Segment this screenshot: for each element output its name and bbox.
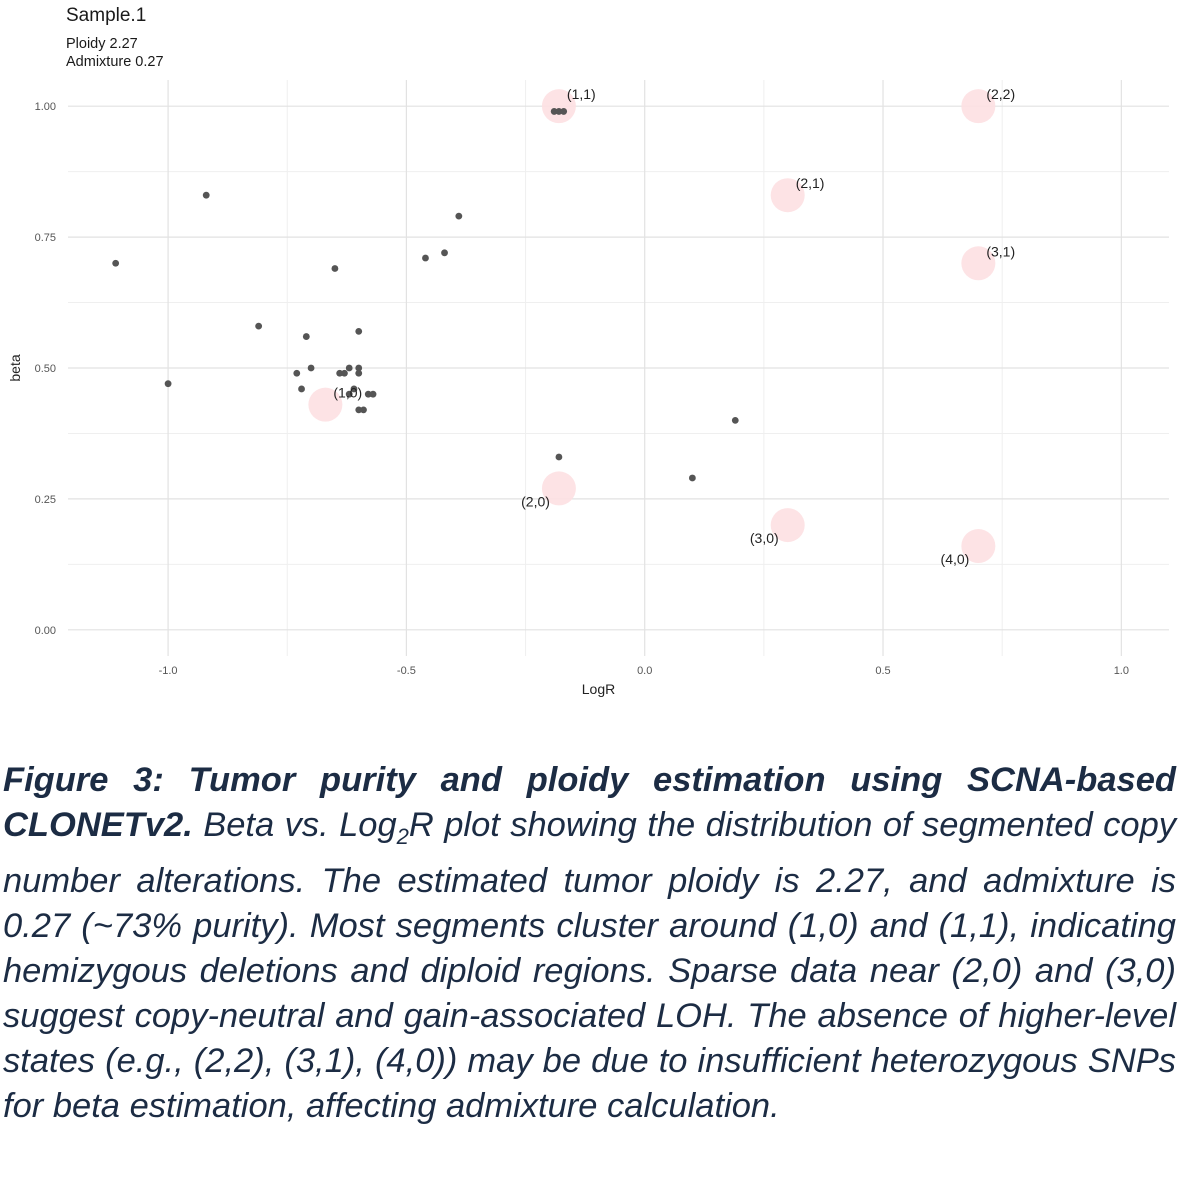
x-tick-label: -1.0: [159, 665, 178, 677]
state-label: (1,1): [567, 86, 596, 102]
data-point: [302, 333, 310, 340]
data-point: [731, 416, 739, 424]
state-label: (2,0): [521, 493, 550, 509]
y-tick-label: 0.75: [35, 232, 56, 244]
figure-label: Figure 3: Tumor purity and ploidy estima…: [3, 761, 1176, 844]
data-point: [555, 453, 563, 461]
data-point: [331, 265, 339, 272]
data-point: [560, 108, 568, 115]
x-tick-label: 0.5: [875, 665, 890, 677]
state-label: (4,0): [941, 551, 970, 567]
scatter-plot: Sample.1 Ploidy 2.27 Admixture 0.27 -1.0…: [7, 5, 1169, 697]
data-point: [422, 254, 429, 262]
admixture-subtitle: Admixture 0.27: [66, 54, 164, 70]
state-circle: [961, 529, 996, 564]
state-label: (3,1): [986, 243, 1015, 259]
data-point: [341, 369, 348, 377]
state-circle: [961, 89, 996, 124]
y-axis-label: beta: [7, 354, 23, 381]
x-tick-label: -0.5: [397, 665, 416, 677]
x-tick-label: 1.0: [1114, 665, 1129, 677]
data-point: [364, 390, 372, 398]
y-tick-label: 0.25: [35, 494, 56, 506]
chart-svg: -1.0 -0.5 0.0 0.5 1.0 0.00 0.25 0.50 0.75 1.00 Log…: [7, 80, 1169, 697]
state-label: (2,2): [986, 86, 1015, 102]
data-point: [360, 406, 367, 414]
data-point: [355, 364, 363, 372]
data-point: [307, 364, 315, 372]
y-tick-label: 0.50: [35, 363, 56, 375]
data-point: [255, 322, 263, 330]
data-point: [555, 108, 563, 115]
data-point: [688, 474, 696, 482]
state-label: (1,0): [333, 385, 362, 401]
data-point: [455, 212, 463, 220]
data-point: [345, 390, 353, 398]
data-point: [112, 259, 120, 267]
state-label: (3,0): [750, 530, 779, 546]
data-point: [164, 380, 172, 388]
ploidy-subtitle: Ploidy 2.27: [66, 36, 138, 52]
data-point: [293, 369, 301, 377]
caption-text-start: Beta vs. Log: [192, 806, 397, 844]
state-circle: [961, 246, 996, 281]
caption-subscript: 2: [396, 823, 409, 849]
data-point: [441, 249, 448, 257]
chart-title: Sample.1: [66, 5, 147, 26]
state-circle: [770, 508, 805, 543]
state-label: (2,1): [796, 175, 825, 191]
x-axis-label: LogR: [582, 681, 615, 697]
state-circle: [770, 178, 805, 213]
data-point: [350, 385, 358, 393]
state-circle: [541, 471, 576, 506]
data-point: [298, 385, 305, 393]
data-point: [355, 406, 363, 414]
y-tick-label: 0.00: [35, 625, 56, 637]
data-point: [202, 191, 210, 199]
x-tick-label: 0.0: [637, 665, 652, 677]
caption-text-rest: R plot showing the distribution of segme…: [3, 806, 1177, 1125]
figure-caption: Figure 3: Tumor purity and ploidy estima…: [3, 758, 1176, 1129]
state-circle: [541, 89, 576, 124]
data-point: [369, 390, 377, 398]
data-point: [550, 108, 558, 115]
state-circle: [308, 387, 343, 422]
data-point: [336, 369, 344, 377]
data-point: [355, 327, 363, 335]
data-point: [345, 364, 353, 372]
data-point: [355, 369, 363, 377]
y-tick-label: 1.00: [35, 101, 56, 113]
